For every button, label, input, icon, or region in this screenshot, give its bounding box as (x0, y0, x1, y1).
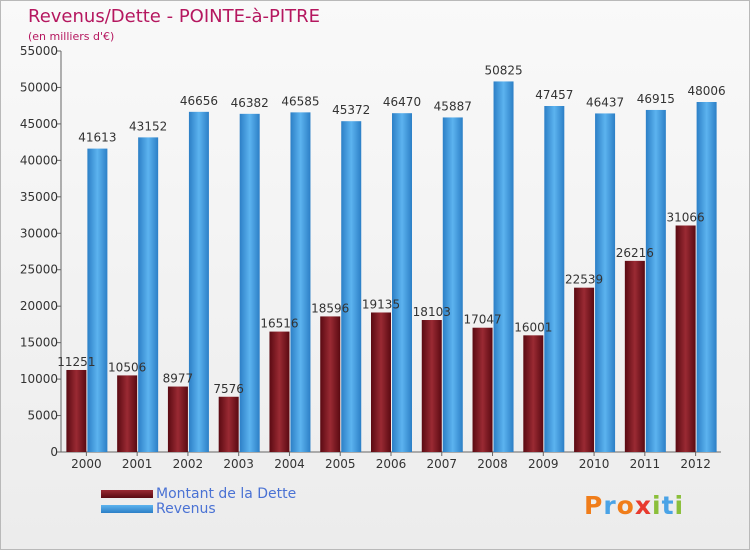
data-label-dette-2000: 11251 (57, 355, 95, 369)
y-tick-label: 30000 (20, 226, 58, 240)
bar-revenus-2010 (595, 113, 616, 452)
x-tick-label: 2010 (579, 457, 610, 471)
bars-group (66, 81, 717, 453)
y-axis: 0 5000 10000 15000 20000 25000 30000 35000 40000… (20, 44, 62, 459)
data-label-dette-2009: 16001 (514, 320, 552, 334)
chart-subtitle: (en milliers d'€) (28, 30, 115, 43)
data-label-revenus-2006: 46470 (383, 95, 421, 109)
x-tick-label: 2012 (680, 457, 711, 471)
x-tick-label: 2003 (223, 457, 254, 471)
bar-revenus-2001 (138, 137, 159, 452)
y-tick-label: 55000 (20, 44, 58, 58)
bar-revenus-2002 (188, 111, 209, 453)
data-label-revenus-2009: 47457 (535, 88, 573, 102)
y-tick-label: 50000 (20, 80, 58, 94)
data-label-dette-2001: 10506 (108, 360, 146, 374)
y-tick-label: 45000 (20, 117, 58, 131)
data-label-revenus-2010: 46437 (586, 95, 624, 109)
logo-letter: r (603, 491, 617, 520)
bar-dette-2009 (523, 335, 544, 452)
bar-revenus-2007 (442, 117, 463, 453)
data-label-dette-2002: 8977 (163, 372, 194, 386)
bar-revenus-2011 (645, 109, 666, 453)
data-label-dette-2003: 7576 (213, 382, 244, 396)
legend-label-dette: Montant de la Dette (156, 486, 297, 502)
bar-dette-2005 (320, 316, 341, 452)
bar-revenus-2000 (87, 148, 108, 452)
data-label-revenus-2012: 48006 (688, 84, 726, 98)
logo-letter: x (634, 491, 652, 520)
bar-revenus-2009 (544, 105, 565, 452)
data-label-dette-2008: 17047 (463, 313, 501, 327)
bar-dette-2010 (574, 287, 595, 452)
logo-letter: t (661, 491, 675, 520)
data-label-dette-2006: 19135 (362, 297, 400, 311)
x-axis: 2000 2001 2002 2003 2004 2005 2006 2007 2008 2009… (61, 451, 721, 471)
data-label-revenus-2005: 45372 (332, 103, 370, 117)
legend-label-revenus: Revenus (156, 501, 216, 517)
data-label-dette-2007: 18103 (413, 305, 451, 319)
data-label-revenus-2001: 43152 (129, 119, 167, 133)
data-label-dette-2004: 16516 (260, 317, 298, 331)
x-tick-label: 2009 (528, 457, 559, 471)
bar-dette-2008 (472, 327, 493, 452)
bar-revenus-2012 (696, 101, 717, 452)
logo-letter: o (616, 491, 635, 520)
proxiti-logo: Proxiti (584, 491, 684, 520)
bar-dette-2012 (675, 225, 696, 452)
bar-dette-2006 (371, 312, 391, 452)
data-label-revenus-2003: 46382 (231, 96, 269, 110)
data-label-dette-2010: 22539 (565, 273, 603, 287)
legend-swatch-dette (101, 490, 153, 498)
bar-dette-2002 (167, 386, 188, 452)
y-tick-label: 35000 (20, 190, 58, 204)
bar-revenus-2008 (493, 81, 514, 452)
x-tick-label: 2011 (630, 457, 661, 471)
y-tick-label: 25000 (20, 263, 58, 277)
bar-dette-2004 (269, 331, 290, 452)
data-label-revenus-2002: 46656 (180, 94, 218, 108)
chart-title: Revenus/Dette - POINTE-à-PITRE (28, 6, 321, 27)
legend-swatch-revenus (101, 505, 153, 513)
x-tick-label: 2006 (376, 457, 407, 471)
y-tick-label: 0 (50, 445, 58, 459)
logo-letter: i (652, 491, 662, 520)
x-tick-label: 2001 (122, 457, 153, 471)
bar-dette-2001 (117, 375, 138, 452)
x-tick-label: 2007 (426, 457, 457, 471)
bar-dette-2003 (218, 396, 239, 452)
data-labels-group: 11251 41613 10506 43152 8977 46656 7576 46382 16… (57, 63, 725, 395)
x-tick-label: 2000 (71, 457, 102, 471)
y-tick-label: 5000 (27, 409, 58, 423)
data-label-dette-2011: 26216 (616, 246, 654, 260)
y-tick-label: 40000 (20, 153, 58, 167)
y-tick-label: 10000 (20, 372, 58, 386)
bar-revenus-2005 (341, 121, 362, 452)
x-tick-label: 2008 (477, 457, 508, 471)
x-tick-label: 2004 (274, 457, 305, 471)
y-tick-label: 15000 (20, 336, 58, 350)
bar-revenus-2004 (290, 112, 311, 452)
bar-dette-2000 (66, 369, 87, 452)
bar-revenus-2003 (239, 113, 260, 452)
data-label-revenus-2011: 46915 (637, 92, 675, 106)
y-tick-label: 20000 (20, 299, 58, 313)
logo-letter: P (584, 491, 604, 520)
data-label-revenus-2007: 45887 (434, 99, 472, 113)
x-tick-label: 2002 (173, 457, 204, 471)
bar-dette-2007 (421, 320, 442, 452)
data-label-dette-2012: 31066 (667, 211, 705, 225)
data-label-dette-2005: 18596 (311, 301, 349, 315)
bar-dette-2011 (624, 260, 645, 452)
bar-revenus-2006 (392, 113, 412, 452)
data-label-revenus-2008: 50825 (484, 63, 522, 77)
data-label-revenus-2004: 46585 (281, 94, 319, 108)
x-tick-label: 2005 (325, 457, 356, 471)
data-label-revenus-2000: 41613 (78, 131, 116, 145)
logo-letter: i (674, 491, 685, 520)
